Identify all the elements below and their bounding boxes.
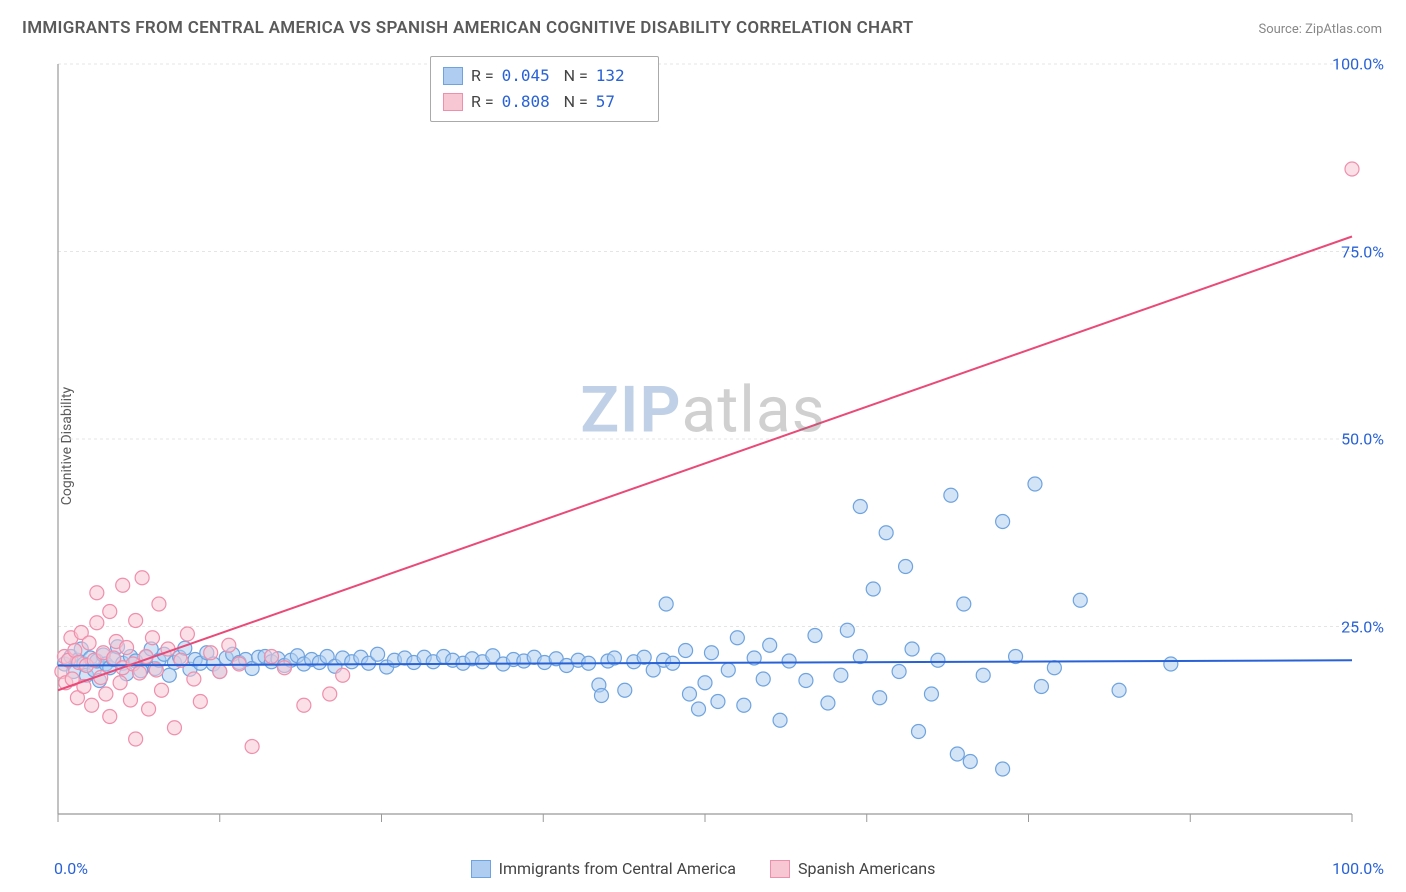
swatch-series2 (443, 93, 463, 111)
source-name: ZipAtlas.com (1305, 22, 1382, 37)
scatter-chart-svg (52, 52, 1382, 842)
y-tick-label: 50.0% (1341, 430, 1384, 449)
stats-row-series2: R = 0.808 N = 57 (443, 89, 646, 115)
chart-title: IMMIGRANTS FROM CENTRAL AMERICA VS SPANI… (22, 18, 913, 38)
n-label: N = (560, 89, 588, 115)
y-tick-label: 25.0% (1341, 617, 1384, 636)
n-value-series2: 57 (596, 89, 646, 115)
y-tick-label: 100.0% (1332, 55, 1384, 74)
bottom-legend: Immigrants from Central America Spanish … (0, 859, 1406, 878)
swatch-series2-icon (770, 860, 790, 878)
legend-label-series2: Spanish Americans (798, 859, 935, 878)
n-value-series1: 132 (596, 63, 646, 89)
stats-row-series1: R = 0.045 N = 132 (443, 63, 646, 89)
source-prefix: Source: (1258, 22, 1305, 37)
swatch-series1 (443, 67, 463, 85)
correlation-stats-box: R = 0.045 N = 132 R = 0.808 N = 57 (430, 56, 659, 122)
chart-area (52, 52, 1382, 842)
legend-item-series1: Immigrants from Central America (471, 859, 736, 878)
y-tick-label: 75.0% (1341, 242, 1384, 261)
legend-label-series1: Immigrants from Central America (499, 859, 736, 878)
n-label: N = (560, 63, 588, 89)
source-attribution: Source: ZipAtlas.com (1258, 22, 1382, 37)
swatch-series1-icon (471, 860, 491, 878)
legend-item-series2: Spanish Americans (770, 859, 935, 878)
r-value-series2: 0.808 (502, 89, 552, 115)
r-value-series1: 0.045 (502, 63, 552, 89)
r-label: R = (471, 63, 494, 89)
r-label: R = (471, 89, 494, 115)
